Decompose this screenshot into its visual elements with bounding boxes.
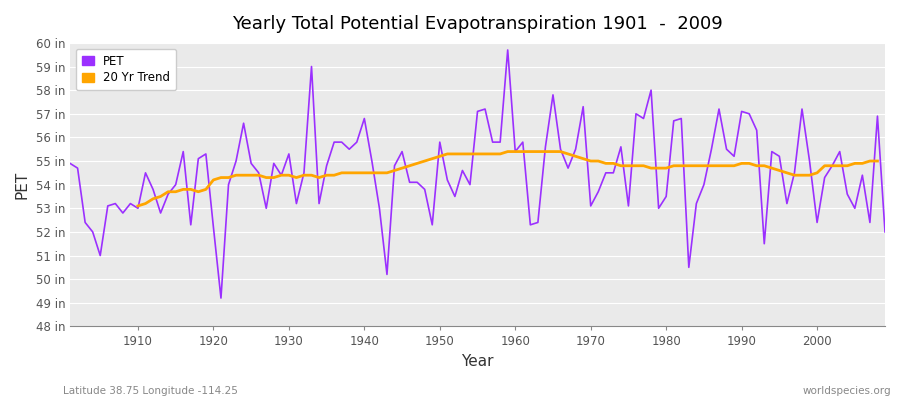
Text: Latitude 38.75 Longitude -114.25: Latitude 38.75 Longitude -114.25 [63, 386, 238, 396]
Text: worldspecies.org: worldspecies.org [803, 386, 891, 396]
Title: Yearly Total Potential Evapotranspiration 1901  -  2009: Yearly Total Potential Evapotranspiratio… [232, 15, 723, 33]
Y-axis label: PET: PET [15, 170, 30, 199]
Legend: PET, 20 Yr Trend: PET, 20 Yr Trend [76, 49, 176, 90]
X-axis label: Year: Year [462, 354, 494, 369]
